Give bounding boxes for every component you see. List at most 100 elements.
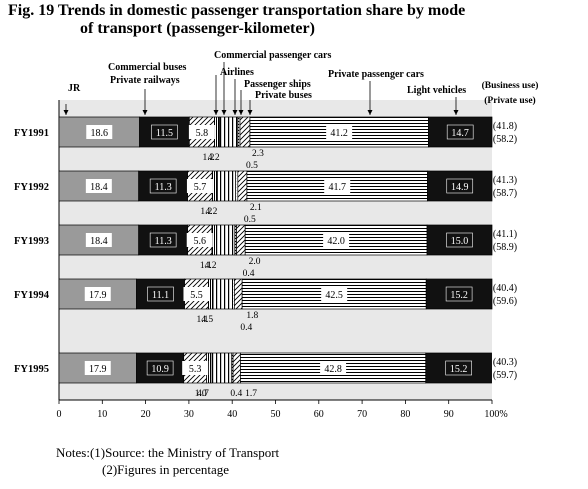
value-label-box xyxy=(84,361,111,375)
bar-segment-private-railways xyxy=(139,116,190,148)
bar-segment-airlines xyxy=(212,278,233,310)
value-label: 42.0 xyxy=(327,236,345,247)
value-label-box xyxy=(446,124,474,140)
value-label: 5.8 xyxy=(196,128,209,139)
private-use-value: (58.9) xyxy=(493,242,517,253)
value-label: 42.5 xyxy=(325,290,343,301)
small-value-label: 0.4 xyxy=(243,269,255,279)
private-use-value: (59.6) xyxy=(493,296,517,307)
x-tick-label: 50 xyxy=(271,409,281,420)
small-value-label: 0.4 xyxy=(230,389,242,399)
value-label: 5.6 xyxy=(193,236,206,247)
value-label: 18.6 xyxy=(91,128,109,139)
value-label: 18.4 xyxy=(90,236,108,247)
value-label-box xyxy=(321,287,348,301)
note-source: Notes:(1)Source: the Ministry of Transpo… xyxy=(56,445,280,460)
callout-arrowhead xyxy=(63,110,69,115)
category-label: FY1993 xyxy=(14,236,49,247)
callout-private-buses: Private buses xyxy=(255,90,312,101)
private-use-value: (59.7) xyxy=(493,370,517,381)
callout-light-vehicles: Light vehicles xyxy=(407,85,466,96)
value-label-box xyxy=(320,361,347,375)
small-value-label: 2.1 xyxy=(250,203,262,213)
value-label-box xyxy=(446,178,474,194)
bar-segment-private-buses xyxy=(234,278,243,310)
value-label-box xyxy=(188,125,215,139)
value-label: 5.5 xyxy=(190,290,203,301)
small-value-label: 0.5 xyxy=(246,161,258,171)
small-value-label: 2.0 xyxy=(249,257,261,267)
bar-segment-private-buses xyxy=(237,170,248,202)
bar-segment-airlines xyxy=(216,224,236,256)
legend-business-use: (Business use) xyxy=(482,80,539,91)
bar-segment-airlines xyxy=(210,352,232,384)
value-label-box xyxy=(323,233,350,247)
callout-jr: JR xyxy=(68,83,81,94)
value-label-box xyxy=(445,286,473,302)
callout-commercial-passenger-cars: Commercial passenger cars xyxy=(214,50,331,61)
bar-segment-private-buses xyxy=(232,352,241,384)
small-value-label: 1.0 xyxy=(195,389,207,399)
bar-segment-airlines xyxy=(219,116,239,148)
value-label-box xyxy=(183,287,210,301)
x-tick-label: 10 xyxy=(97,409,107,420)
small-value-label: 1.8 xyxy=(246,311,258,321)
small-value-label: 1.1 xyxy=(196,315,208,325)
value-label-box xyxy=(147,286,174,302)
value-label-box xyxy=(84,287,111,301)
small-value-label: 4.2 xyxy=(205,261,217,271)
value-label-box xyxy=(186,179,213,193)
value-label: 15.0 xyxy=(451,236,469,247)
value-label: 17.9 xyxy=(89,290,107,301)
x-tick-label: 100% xyxy=(484,409,507,420)
value-label: 42.8 xyxy=(324,364,342,375)
bar-segment-private-buses xyxy=(239,116,251,148)
callout-commercial-buses: Commercial buses xyxy=(108,62,187,73)
value-label: 15.2 xyxy=(450,364,468,375)
value-label: 14.7 xyxy=(451,128,469,139)
bar-segment-airlines xyxy=(217,170,237,202)
callout-arrowhead xyxy=(232,110,238,115)
business-use-value: (40.3) xyxy=(493,357,517,368)
value-label: 5.7 xyxy=(194,182,207,193)
x-tick-label: 90 xyxy=(444,409,454,420)
value-label-box xyxy=(151,124,178,140)
callout-arrowhead xyxy=(247,110,253,115)
small-value-label: 4.5 xyxy=(201,315,213,325)
value-label-box xyxy=(146,360,174,376)
small-value-label: 0.5 xyxy=(244,215,256,225)
value-label: 18.4 xyxy=(90,182,108,193)
private-use-value: (58.7) xyxy=(493,188,517,199)
value-label-box xyxy=(324,179,351,193)
value-label-box xyxy=(85,233,112,247)
callout-arrowhead xyxy=(453,110,459,115)
note-percentage: (2)Figures in percentage xyxy=(102,462,230,477)
small-value-label: 1.2 xyxy=(200,207,212,217)
bar-segment-commercial-passenger-cars xyxy=(211,170,218,202)
business-use-value: (40.4) xyxy=(493,283,517,294)
value-label: 5.3 xyxy=(189,364,202,375)
callout-arrowhead xyxy=(142,110,148,115)
x-tick-label: 60 xyxy=(314,409,324,420)
title-line-2: of transport (passenger-kilometer) xyxy=(80,20,315,37)
value-label-box xyxy=(186,233,213,247)
figure-title: Fig. 19 Trends in domestic passenger tra… xyxy=(8,2,583,38)
value-label: 11.1 xyxy=(152,290,169,301)
callout-arrowhead xyxy=(213,110,219,115)
small-value-label: 4.2 xyxy=(208,153,220,163)
value-label: 11.5 xyxy=(156,128,173,139)
business-use-value: (41.8) xyxy=(493,121,517,132)
value-label-box xyxy=(149,232,177,248)
value-label: 41.2 xyxy=(330,128,348,139)
category-label: FY1992 xyxy=(14,182,49,193)
small-value-label: 1.2 xyxy=(203,153,215,163)
small-value-label: 1.1 xyxy=(200,261,212,271)
small-value-label: 2.3 xyxy=(252,149,264,159)
business-use-value: (41.1) xyxy=(493,229,517,240)
small-value-label: 4.2 xyxy=(206,207,218,217)
value-label: 14.9 xyxy=(451,182,469,193)
callout-private-railways: Private railways xyxy=(110,75,180,86)
value-label: 11.3 xyxy=(155,236,172,247)
bar-segment-commercial-passenger-cars xyxy=(214,116,220,148)
bar-segment-private-buses xyxy=(236,224,246,256)
